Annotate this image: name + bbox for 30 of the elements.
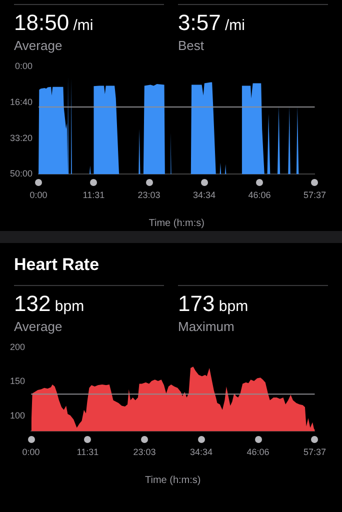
y-tick-label: 33:20 <box>10 132 33 143</box>
y-tick-label: 200 <box>10 342 26 352</box>
x-tick-label: 0:00 <box>22 447 40 458</box>
x-tick-label: 46:06 <box>248 190 271 200</box>
text: Best <box>178 38 206 54</box>
x-tick-label: 11:31 <box>82 190 105 200</box>
y-tick-label: 150 <box>10 376 26 386</box>
text: Maximum <box>178 319 236 335</box>
x-tick-label: 23:03 <box>133 447 156 458</box>
x-axis-title: Time (h:m:s) <box>148 218 205 229</box>
text: 18:50 /mi <box>14 10 94 35</box>
text: Average <box>14 319 64 335</box>
x-tick-label: 0:00 <box>30 190 48 200</box>
y-tick-label: 100 <box>10 410 26 421</box>
text: 132 bpm <box>14 291 84 316</box>
x-tick-label: 34:34 <box>192 190 216 200</box>
x-axis-title: Time (h:m:s) <box>145 474 201 486</box>
y-tick-label: 50:00 <box>10 168 33 179</box>
text: 173 bpm <box>178 291 248 316</box>
x-tick-label: 34:34 <box>190 447 212 458</box>
x-tick-label: 46:06 <box>246 447 270 458</box>
x-tick-label: 11:31 <box>76 447 99 458</box>
text: Average <box>14 38 64 54</box>
x-tick-label: 23:03 <box>138 190 160 200</box>
x-tick-label: 57:37 <box>303 447 326 458</box>
y-tick-label: 16:40 <box>10 96 33 107</box>
chart-title: Heart Rate <box>13 254 100 276</box>
y-tick-label: 0:00 <box>14 60 33 71</box>
text: 3:57 /mi <box>178 10 245 35</box>
x-tick-label: 57:37 <box>303 190 326 200</box>
